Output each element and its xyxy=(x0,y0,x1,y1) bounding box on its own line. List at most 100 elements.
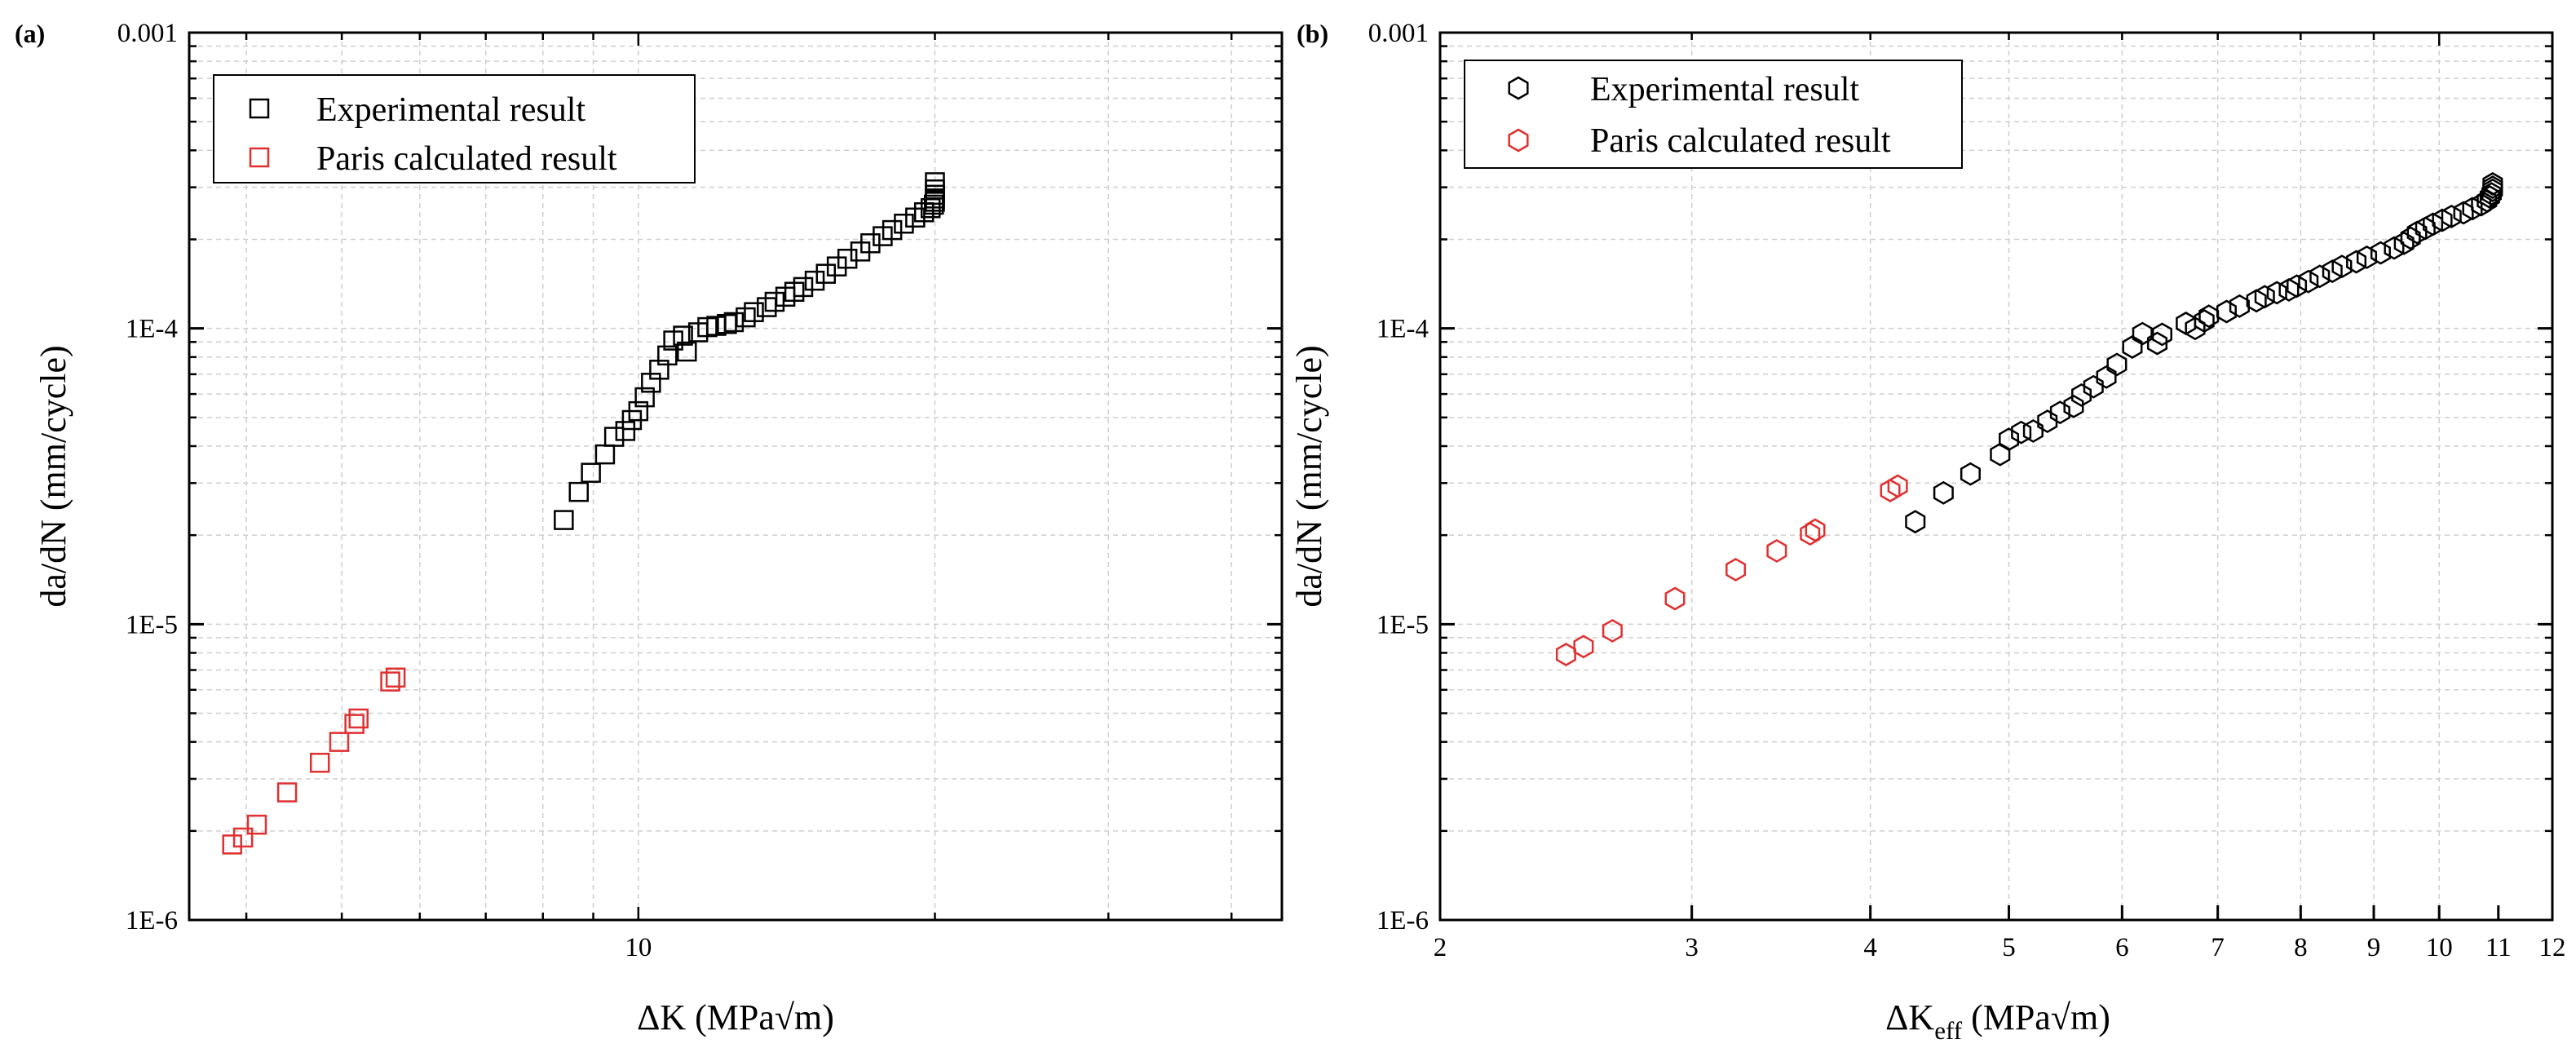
x-tick-label: 12 xyxy=(2539,933,2566,962)
data-point xyxy=(232,827,254,848)
data-point xyxy=(815,263,837,284)
panel-a-x-axis-title: ΔK (MPa√m) xyxy=(637,997,834,1037)
data-point xyxy=(2096,365,2117,389)
data-point xyxy=(723,312,745,333)
x-tick-label: 4 xyxy=(1863,933,1877,962)
panel-a: (a) 0.001 1E-4 1E-5 1E-6 10 ΔK (MPa√m) da/dN… xyxy=(15,19,1284,1037)
data-point xyxy=(2037,409,2058,434)
panel-a-series-experimental xyxy=(554,172,945,530)
data-point xyxy=(1905,510,1926,534)
data-point xyxy=(385,667,406,688)
data-point xyxy=(2309,264,2331,289)
panel-a-legend: Experimental result Paris calculated res… xyxy=(213,74,696,184)
data-point xyxy=(2287,274,2308,299)
data-point xyxy=(554,510,574,530)
data-point xyxy=(2194,309,2215,333)
panel-b-series-paris xyxy=(1555,474,1908,666)
x-tick-label: 2 xyxy=(1434,933,1447,962)
data-point xyxy=(2122,335,2143,359)
data-point xyxy=(348,708,369,729)
data-point xyxy=(2132,321,2153,346)
x-tick-label: 10 xyxy=(625,933,652,962)
x-tick-label: 11 xyxy=(2485,933,2512,962)
panel-a-plot-frame xyxy=(188,31,1284,922)
panel-b-legend-label-experimental: Experimental result xyxy=(1590,71,1859,108)
panel-b-plot-frame xyxy=(1438,31,2554,922)
panel-a-y-axis-title: da/dN (mm/cycle) xyxy=(33,345,73,607)
data-point xyxy=(568,481,590,502)
legend-marker-experimental xyxy=(1508,76,1529,100)
legend-marker-experimental xyxy=(249,98,270,119)
data-point xyxy=(2071,383,2092,407)
x-tick-label: 7 xyxy=(2211,933,2225,962)
x-tick-label: 10 xyxy=(2426,933,2453,962)
data-point xyxy=(744,302,764,322)
data-point xyxy=(1880,479,1901,502)
y-tick-label: 0.001 xyxy=(117,19,178,48)
data-point xyxy=(2393,231,2415,255)
panel-b-markers xyxy=(1555,172,2503,666)
panel-b-y-axis-title: da/dN (mm/cycle) xyxy=(1289,345,1329,607)
data-point xyxy=(764,291,785,312)
panel-b-ticks xyxy=(1438,31,2554,922)
data-point xyxy=(329,732,350,752)
y-tick-label: 1E-6 xyxy=(1376,906,1429,935)
data-point xyxy=(2298,269,2319,294)
data-point xyxy=(2331,254,2353,279)
data-point xyxy=(657,345,678,366)
data-point xyxy=(2254,285,2275,309)
data-point xyxy=(2229,294,2250,318)
data-point xyxy=(2370,241,2391,265)
data-point xyxy=(1555,643,1576,666)
data-point xyxy=(2346,250,2367,274)
data-point xyxy=(276,782,298,803)
data-point xyxy=(634,387,655,408)
data-point xyxy=(1766,538,1787,563)
data-point xyxy=(1805,518,1826,542)
data-point xyxy=(2406,220,2428,245)
data-point xyxy=(826,256,847,276)
data-point xyxy=(2432,208,2453,232)
data-point xyxy=(1990,442,2011,467)
panel-b-legend: Experimental result Paris calculated res… xyxy=(1464,60,1963,169)
data-point xyxy=(2063,394,2084,418)
data-point xyxy=(2400,226,2421,250)
data-point xyxy=(1602,618,1623,643)
panel-b-grid xyxy=(1440,33,2552,920)
panel-a-label: (a) xyxy=(15,19,45,48)
data-point xyxy=(603,427,625,447)
data-point xyxy=(344,714,365,734)
data-point xyxy=(2322,259,2343,284)
data-point xyxy=(2106,352,2128,377)
data-point xyxy=(309,753,330,773)
x-tick-label: 9 xyxy=(2367,933,2381,962)
legend-marker-paris xyxy=(249,147,270,168)
data-point xyxy=(2246,289,2267,313)
data-point xyxy=(677,341,697,362)
data-point xyxy=(1664,586,1686,611)
data-point xyxy=(757,297,777,317)
panel-b-legend-markers xyxy=(1508,76,1529,153)
data-point xyxy=(2278,277,2300,302)
panel-b-legend-box xyxy=(1464,60,1963,169)
data-point xyxy=(860,233,881,254)
data-point xyxy=(2415,216,2436,241)
y-tick-label: 0.001 xyxy=(1368,19,1429,48)
data-point xyxy=(793,276,814,298)
legend-marker-paris xyxy=(1508,128,1529,153)
data-point xyxy=(837,248,858,269)
data-point xyxy=(2384,236,2405,260)
data-point xyxy=(581,462,601,483)
data-point xyxy=(894,213,914,234)
panel-b-series-experimental xyxy=(1905,172,2503,534)
data-point xyxy=(2216,299,2237,324)
panel-a-series-paris xyxy=(222,667,406,855)
data-point xyxy=(1999,427,2020,452)
data-point xyxy=(2482,172,2503,196)
panel-a-legend-markers xyxy=(249,98,270,168)
data-point xyxy=(673,325,693,346)
panel-b: (b) 0.001 1E-4 1E-5 1E-62 3 4 5 6 7 8 9 10 11 12 ΔKef… xyxy=(1289,19,2566,1045)
data-point xyxy=(1800,522,1821,546)
data-point xyxy=(246,814,267,835)
y-tick-label: 1E-5 xyxy=(126,610,178,639)
